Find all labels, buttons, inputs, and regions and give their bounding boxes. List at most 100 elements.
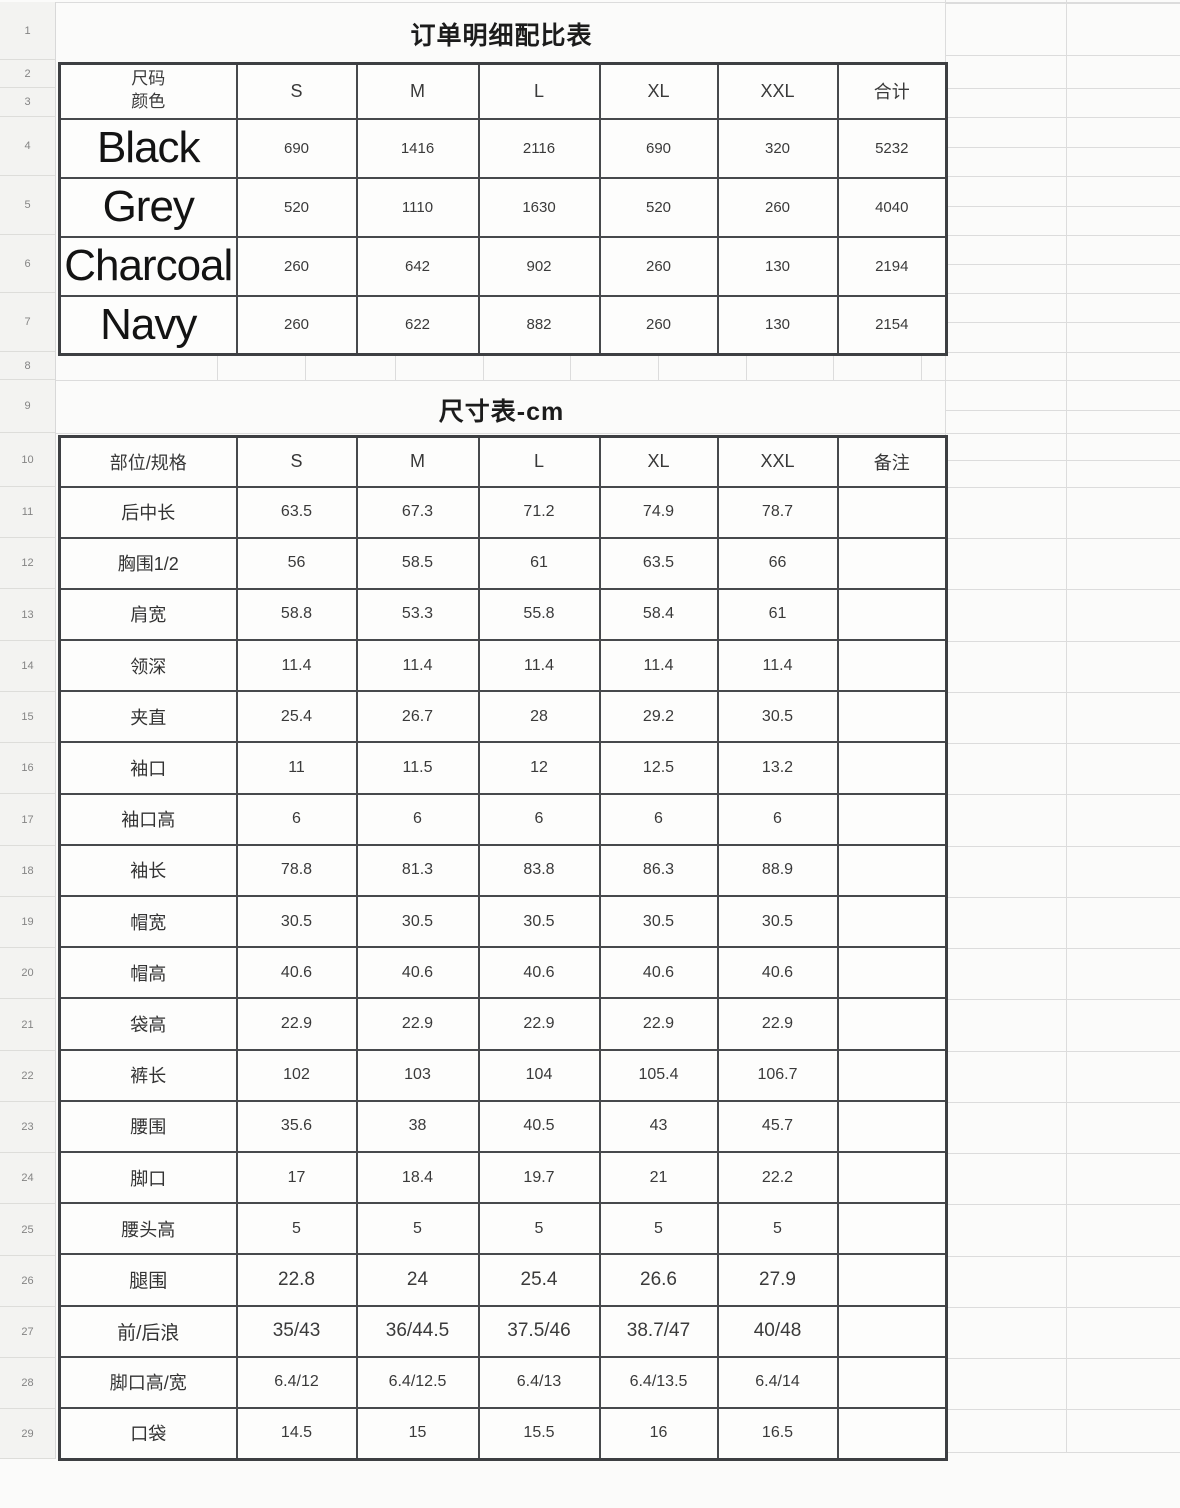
notes-header[interactable]: 备注 (836, 435, 948, 488)
measure-cell-m[interactable]: 11.5 (355, 741, 480, 795)
measure-cell-s[interactable]: 6.4/12 (235, 1355, 358, 1409)
measure-cell-m[interactable]: 6 (355, 792, 480, 846)
row-number[interactable]: 27 (0, 1307, 55, 1358)
measure-cell-xl[interactable]: 11.4 (598, 639, 719, 693)
note-cell[interactable] (836, 1253, 948, 1307)
measure-cell-s[interactable]: 56 (235, 536, 358, 590)
row-number[interactable]: 2 (0, 60, 55, 88)
measure-cell-m[interactable]: 36/44.5 (355, 1304, 480, 1358)
measure-cell-s[interactable]: 25.4 (235, 690, 358, 744)
measure-cell-l[interactable]: 40.5 (477, 1099, 601, 1153)
color-name-cell[interactable]: Navy (58, 294, 238, 356)
measure-cell-s[interactable]: 78.8 (235, 843, 358, 898)
row-number[interactable]: 3 (0, 88, 55, 117)
row-number[interactable]: 11 (0, 487, 55, 538)
measure-cell-xl[interactable]: 63.5 (598, 536, 719, 590)
measure-cell-l[interactable]: 5 (477, 1202, 601, 1256)
size-header-s[interactable]: S (235, 62, 358, 120)
size-header-l[interactable]: L (477, 62, 601, 120)
row-number[interactable]: 10 (0, 433, 55, 487)
measure-cell-xxl[interactable]: 78.7 (716, 485, 839, 539)
part-label-cell[interactable]: 夹直 (58, 690, 238, 744)
row-number[interactable]: 28 (0, 1358, 55, 1409)
part-label-cell[interactable]: 裤长 (58, 1048, 238, 1102)
row-number[interactable]: 13 (0, 589, 55, 641)
qty-cell-total[interactable]: 2194 (836, 235, 948, 297)
row-number[interactable]: 23 (0, 1102, 55, 1153)
qty-cell-m[interactable]: 1416 (355, 117, 480, 179)
size-table-title[interactable]: 尺寸表-cm (438, 398, 565, 426)
qty-cell-xl[interactable]: 690 (598, 117, 719, 179)
measure-cell-l[interactable]: 22.9 (477, 997, 601, 1051)
qty-cell-total[interactable]: 5232 (836, 117, 948, 179)
note-cell[interactable] (836, 1304, 948, 1358)
measure-cell-s[interactable]: 35.6 (235, 1099, 358, 1153)
qty-cell-l[interactable]: 902 (477, 235, 601, 297)
measure-cell-xl[interactable]: 6.4/13.5 (598, 1355, 719, 1409)
size-header-xxl[interactable]: XXL (716, 435, 839, 488)
row-number[interactable]: 14 (0, 641, 55, 692)
measure-cell-l[interactable]: 6.4/13 (477, 1355, 601, 1409)
measure-cell-xl[interactable]: 29.2 (598, 690, 719, 744)
size-header-m[interactable]: M (355, 435, 480, 488)
note-cell[interactable] (836, 946, 948, 1000)
measure-cell-xxl[interactable]: 66 (716, 536, 839, 590)
qty-cell-s[interactable]: 260 (235, 294, 358, 356)
measure-cell-xl[interactable]: 5 (598, 1202, 719, 1256)
measure-cell-l[interactable]: 30.5 (477, 894, 601, 949)
measure-cell-l[interactable]: 40.6 (477, 946, 601, 1000)
size-header-xl[interactable]: XL (598, 435, 719, 488)
measure-cell-l[interactable]: 12 (477, 741, 601, 795)
note-cell[interactable] (836, 485, 948, 539)
size-header-xxl[interactable]: XXL (716, 62, 839, 120)
qty-cell-total[interactable]: 4040 (836, 176, 948, 238)
row-number[interactable]: 22 (0, 1051, 55, 1102)
qty-cell-l[interactable]: 2116 (477, 117, 601, 179)
part-label-cell[interactable]: 帽高 (58, 946, 238, 1000)
measure-cell-xxl[interactable]: 22.9 (716, 997, 839, 1051)
part-label-cell[interactable]: 肩宽 (58, 587, 238, 642)
note-cell[interactable] (836, 997, 948, 1051)
row-number[interactable]: 1 (0, 2, 55, 60)
measure-cell-xl[interactable]: 43 (598, 1099, 719, 1153)
measure-cell-s[interactable]: 17 (235, 1150, 358, 1205)
size-header-l[interactable]: L (477, 435, 601, 488)
order-table-title[interactable]: 订单明细配比表 (410, 22, 593, 50)
part-label-cell[interactable]: 袋高 (58, 997, 238, 1051)
row-number[interactable]: 4 (0, 117, 55, 176)
row-number[interactable]: 16 (0, 743, 55, 794)
measure-cell-s[interactable]: 5 (235, 1202, 358, 1256)
measure-cell-m[interactable]: 18.4 (355, 1150, 480, 1205)
measure-cell-s[interactable]: 40.6 (235, 946, 358, 1000)
measure-cell-l[interactable]: 104 (477, 1048, 601, 1102)
measure-cell-l[interactable]: 61 (477, 536, 601, 590)
color-name-cell[interactable]: Black (58, 117, 238, 179)
part-label-cell[interactable]: 帽宽 (58, 894, 238, 949)
measure-cell-m[interactable]: 5 (355, 1202, 480, 1256)
row-number[interactable]: 18 (0, 846, 55, 897)
qty-cell-total[interactable]: 2154 (836, 294, 948, 356)
measure-cell-m[interactable]: 67.3 (355, 485, 480, 539)
part-label-cell[interactable]: 脚口高/宽 (58, 1355, 238, 1409)
note-cell[interactable] (836, 894, 948, 949)
qty-cell-xl[interactable]: 520 (598, 176, 719, 238)
corner-header-cell[interactable]: 尺码 颜色 (58, 62, 238, 120)
note-cell[interactable] (836, 1099, 948, 1153)
qty-cell-m[interactable]: 642 (355, 235, 480, 297)
color-name-cell[interactable]: Charcoal (58, 235, 238, 297)
measure-cell-xl[interactable]: 105.4 (598, 1048, 719, 1102)
note-cell[interactable] (836, 843, 948, 898)
measure-cell-m[interactable]: 40.6 (355, 946, 480, 1000)
note-cell[interactable] (836, 536, 948, 590)
measure-cell-xl[interactable]: 38.7/47 (598, 1304, 719, 1358)
measure-cell-l[interactable]: 15.5 (477, 1406, 601, 1461)
note-cell[interactable] (836, 1355, 948, 1409)
part-label-cell[interactable]: 口袋 (58, 1406, 238, 1461)
measure-cell-xl[interactable]: 26.6 (598, 1253, 719, 1307)
measure-cell-xxl[interactable]: 45.7 (716, 1099, 839, 1153)
measure-cell-xxl[interactable]: 11.4 (716, 639, 839, 693)
part-label-cell[interactable]: 领深 (58, 639, 238, 693)
qty-cell-m[interactable]: 1110 (355, 176, 480, 238)
note-cell[interactable] (836, 690, 948, 744)
qty-cell-s[interactable]: 690 (235, 117, 358, 179)
